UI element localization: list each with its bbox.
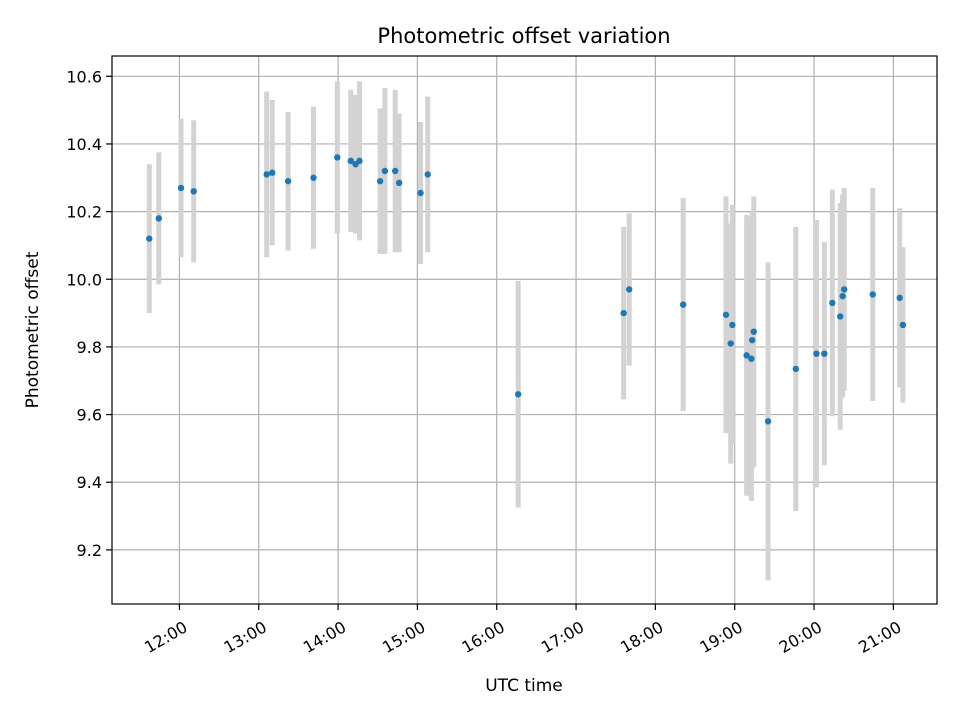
- x-tick-label: 18:00: [617, 617, 666, 657]
- data-point: [839, 292, 846, 300]
- data-point: [514, 391, 522, 398]
- data-point: [146, 235, 153, 242]
- data-point: [620, 309, 627, 317]
- data-point: [748, 355, 755, 362]
- chart-title: Photometric offset variation: [377, 24, 670, 48]
- x-tick-label: 13:00: [221, 617, 270, 657]
- data-point: [837, 313, 844, 320]
- data-points: [146, 154, 907, 425]
- x-tick-label: 14:00: [300, 617, 349, 657]
- data-point: [792, 365, 799, 373]
- data-point: [177, 184, 185, 192]
- data-point: [679, 301, 687, 308]
- data-point: [381, 167, 389, 175]
- data-point: [729, 321, 736, 329]
- data-point: [310, 174, 317, 181]
- x-tick-label: 16:00: [459, 617, 508, 657]
- data-point: [727, 340, 734, 347]
- data-point: [395, 179, 403, 187]
- data-point: [750, 328, 757, 335]
- x-tick-label: 20:00: [776, 617, 825, 657]
- y-tick-label: 10.4: [66, 135, 102, 154]
- data-point: [896, 294, 903, 302]
- grid: [112, 56, 937, 604]
- x-tick-label: 15:00: [379, 617, 428, 657]
- y-tick-label: 9.6: [77, 406, 102, 425]
- y-tick-label: 10.0: [66, 270, 102, 289]
- data-point: [284, 177, 292, 185]
- data-point: [190, 188, 197, 195]
- y-axis: 9.2 9.4 9.6 9.8 10.0 10.2 10.4 10.6: [66, 67, 112, 560]
- y-tick-label: 9.2: [77, 541, 102, 560]
- data-point: [821, 350, 828, 357]
- y-axis-label: Photometric offset: [23, 251, 43, 408]
- data-point: [269, 169, 276, 176]
- data-point: [899, 321, 907, 329]
- data-point: [748, 336, 756, 344]
- data-point: [424, 171, 431, 178]
- y-tick-label: 10.6: [66, 67, 102, 86]
- x-axis: 12:00 13:00 14:00 15:00 16:00 17:00 18:00 19:00…: [141, 604, 905, 657]
- data-point: [417, 189, 424, 197]
- data-point: [743, 352, 750, 359]
- x-tick-label: 17:00: [538, 617, 587, 657]
- data-point: [722, 311, 730, 318]
- data-point: [334, 154, 341, 161]
- plot-frame: [111, 55, 938, 605]
- data-point: [356, 157, 363, 165]
- y-tick-label: 9.8: [77, 338, 102, 357]
- data-point: [155, 215, 163, 222]
- y-tick-label: 10.2: [66, 203, 102, 222]
- x-tick-label: 12:00: [141, 617, 190, 657]
- data-point: [764, 418, 772, 425]
- data-point: [391, 167, 399, 175]
- y-tick-label: 9.4: [77, 473, 102, 492]
- x-tick-label: 21:00: [855, 617, 904, 657]
- x-tick-label: 19:00: [696, 617, 745, 657]
- data-point: [263, 171, 270, 178]
- data-point: [347, 157, 354, 165]
- data-point: [813, 350, 820, 357]
- data-point: [376, 177, 384, 185]
- x-axis-label: UTC time: [485, 676, 563, 696]
- data-point: [869, 291, 876, 298]
- error-bars: [146, 81, 906, 581]
- data-point: [829, 299, 836, 307]
- data-point: [840, 286, 848, 293]
- data-point: [626, 286, 633, 293]
